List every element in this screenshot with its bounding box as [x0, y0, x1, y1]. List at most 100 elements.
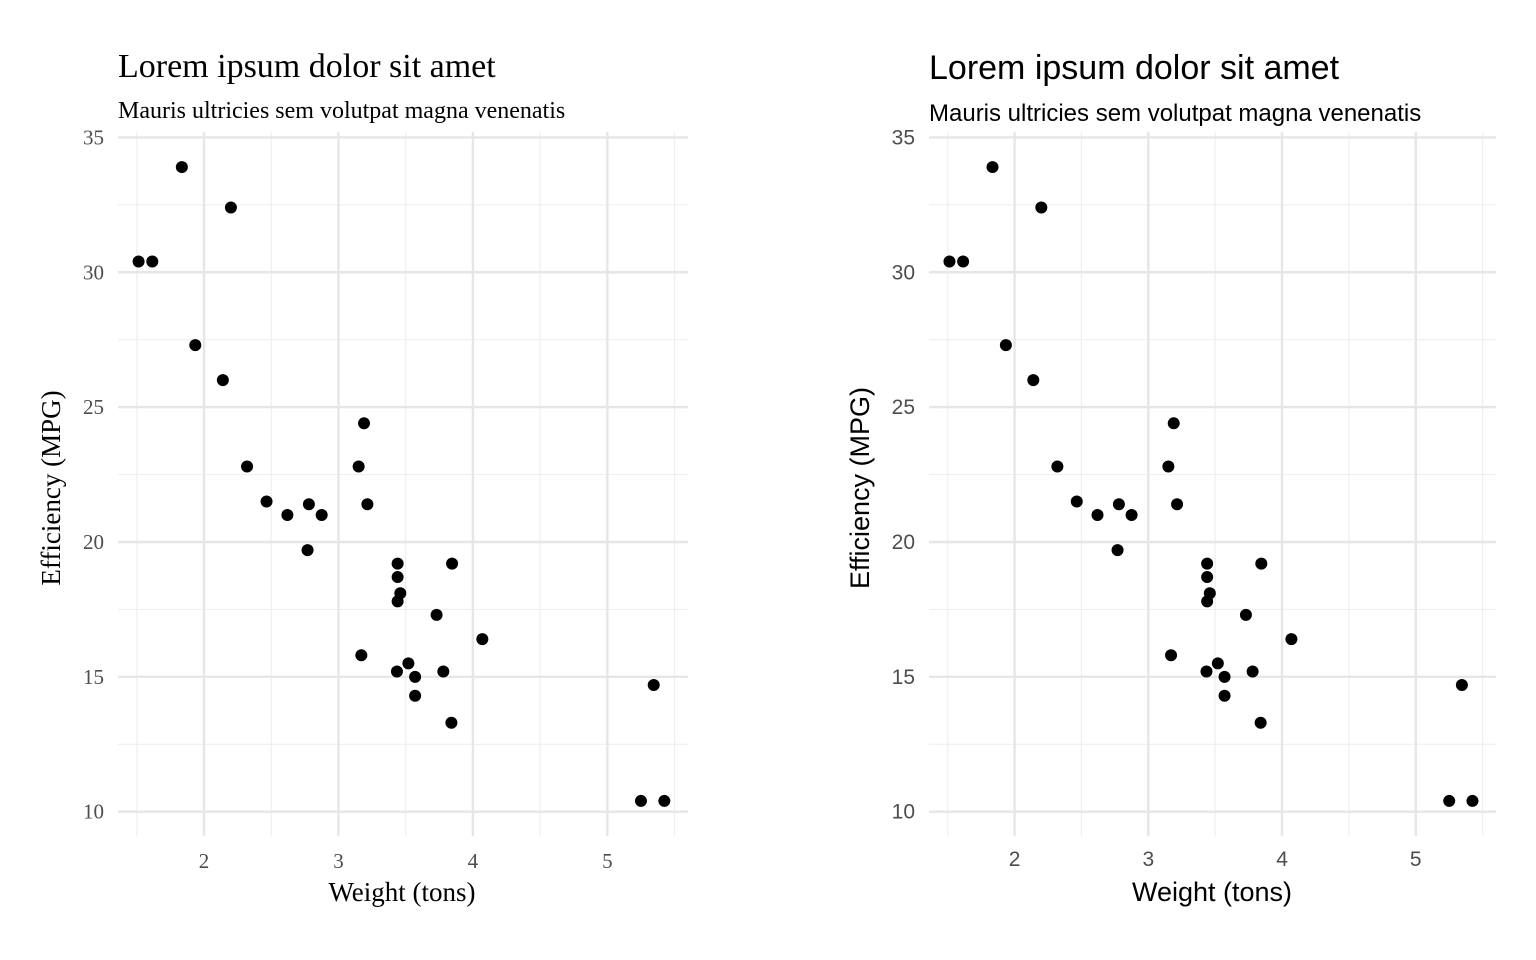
data-point: [1201, 571, 1214, 584]
y-axis-title: Efficiency (MPG): [845, 387, 875, 589]
chart-panel-left: Lorem ipsum dolor sit amet Mauris ultric…: [36, 48, 688, 907]
data-point: [1112, 498, 1125, 511]
x-tick-label: 3: [1142, 848, 1154, 871]
x-axis-title: Weight (tons): [328, 877, 475, 907]
data-point: [1201, 595, 1214, 608]
data-point: [1027, 374, 1040, 387]
y-axis-ticks: 10 15 20 25 30 35: [892, 126, 915, 823]
data-point: [1285, 633, 1298, 646]
x-tick-label: 2: [199, 849, 210, 873]
data-point: [647, 678, 660, 691]
x-tick-label: 4: [1276, 848, 1288, 871]
data-point: [634, 794, 647, 807]
data-point: [391, 557, 404, 570]
y-tick-label: 30: [892, 261, 915, 284]
data-point: [409, 670, 422, 683]
data-point: [437, 665, 450, 678]
data-point: [315, 509, 328, 522]
data-point: [1162, 460, 1175, 473]
data-point: [999, 339, 1012, 352]
gridlines: [118, 132, 688, 836]
data-point: [241, 460, 254, 473]
data-point: [302, 498, 315, 511]
y-tick-label: 35: [83, 125, 104, 149]
x-tick-label: 5: [602, 849, 613, 873]
y-axis-ticks: 10 15 20 25 30 35: [83, 125, 104, 823]
data-point: [1111, 544, 1124, 557]
data-point: [1211, 657, 1224, 670]
x-tick-label: 5: [1410, 848, 1422, 871]
data-point: [361, 498, 374, 511]
x-tick-label: 4: [468, 849, 479, 873]
data-point: [175, 161, 188, 174]
y-tick-label: 10: [892, 801, 915, 824]
gridlines: [929, 132, 1496, 836]
y-tick-label: 30: [83, 260, 104, 284]
data-point: [1165, 649, 1178, 662]
data-point: [1035, 201, 1048, 214]
data-point: [224, 201, 237, 214]
y-tick-label: 25: [83, 395, 104, 419]
data-point: [445, 716, 458, 729]
data-point: [390, 665, 403, 678]
x-axis-ticks: 2 3 4 5: [1009, 848, 1422, 871]
y-axis-title: Efficiency (MPG): [36, 390, 66, 585]
data-point: [1070, 495, 1083, 508]
data-point: [943, 255, 956, 268]
data-point: [476, 633, 489, 646]
y-tick-label: 15: [83, 665, 104, 689]
data-point: [281, 509, 294, 522]
scatter-points: [132, 161, 671, 807]
chart-title: Lorem ipsum dolor sit amet: [929, 49, 1340, 87]
data-point: [1051, 460, 1064, 473]
chart-subtitle: Mauris ultricies sem volutpat magna vene…: [929, 100, 1421, 127]
data-point: [301, 544, 314, 557]
data-point: [1466, 794, 1479, 807]
data-point: [1255, 557, 1268, 570]
data-point: [1218, 670, 1231, 683]
data-point: [189, 339, 202, 352]
y-tick-label: 20: [83, 530, 104, 554]
data-point: [1443, 794, 1456, 807]
x-tick-label: 2: [1009, 848, 1021, 871]
chart-subtitle: Mauris ultricies sem volutpat magna vene…: [118, 98, 565, 124]
data-point: [986, 161, 999, 174]
y-tick-label: 25: [892, 396, 915, 419]
y-tick-label: 20: [892, 531, 915, 554]
data-point: [1201, 557, 1214, 570]
data-point: [1200, 665, 1213, 678]
data-point: [216, 374, 229, 387]
data-point: [430, 608, 443, 621]
data-point: [260, 495, 273, 508]
data-point: [1167, 417, 1180, 430]
data-point: [352, 460, 365, 473]
chart-panel-right: Lorem ipsum dolor sit amet Mauris ultric…: [845, 49, 1496, 907]
y-tick-label: 35: [892, 126, 915, 149]
data-point: [391, 595, 404, 608]
data-point: [1218, 689, 1231, 702]
y-tick-label: 10: [83, 800, 104, 824]
data-point: [446, 557, 459, 570]
data-point: [1239, 608, 1252, 621]
y-tick-label: 15: [892, 666, 915, 689]
data-point: [391, 571, 404, 584]
data-point: [1091, 509, 1104, 522]
data-point: [1246, 665, 1259, 678]
data-point: [957, 255, 970, 268]
chart-title: Lorem ipsum dolor sit amet: [118, 48, 496, 85]
scatter-points: [943, 161, 1479, 807]
x-axis-title: Weight (tons): [1132, 877, 1292, 907]
data-point: [1455, 678, 1468, 691]
data-point: [132, 255, 145, 268]
data-point: [402, 657, 415, 670]
data-point: [358, 417, 371, 430]
x-tick-label: 3: [333, 849, 344, 873]
data-point: [409, 689, 422, 702]
data-point: [1171, 498, 1184, 511]
data-point: [1125, 509, 1138, 522]
data-point: [146, 255, 159, 268]
x-axis-ticks: 2 3 4 5: [199, 849, 613, 873]
data-point: [355, 649, 368, 662]
data-point: [658, 794, 671, 807]
